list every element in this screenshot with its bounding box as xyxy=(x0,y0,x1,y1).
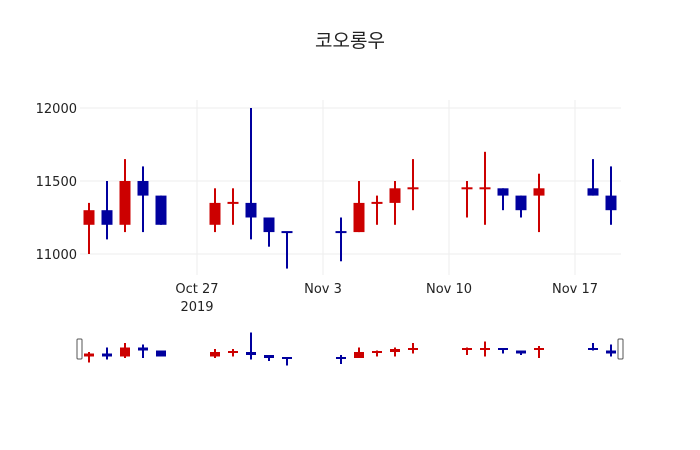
y-tick-label: 11000 xyxy=(36,248,77,263)
candle[interactable] xyxy=(533,173,545,233)
candle[interactable] xyxy=(587,159,599,196)
candle[interactable] xyxy=(389,181,401,225)
candle[interactable] xyxy=(390,347,400,357)
candle[interactable] xyxy=(155,195,167,225)
candle[interactable] xyxy=(462,347,472,356)
x-tick-label: Nov 10 xyxy=(426,282,472,297)
candle[interactable] xyxy=(516,350,526,356)
candle[interactable] xyxy=(515,195,527,218)
y-tick-label: 11500 xyxy=(36,175,77,190)
candle[interactable] xyxy=(137,166,149,233)
candle[interactable] xyxy=(480,341,490,357)
candle[interactable] xyxy=(354,347,364,359)
x-tick-label: Nov 17 xyxy=(552,282,598,297)
candle[interactable] xyxy=(408,343,418,354)
candle[interactable] xyxy=(605,166,617,225)
x-tick-label: Nov 3 xyxy=(304,282,342,297)
candle[interactable] xyxy=(138,344,148,359)
y-tick-label: 12000 xyxy=(36,102,77,117)
candle[interactable] xyxy=(156,350,166,357)
y-axis: 11000 11500 12000 xyxy=(36,102,77,263)
range-slider-left-handle[interactable] xyxy=(76,338,83,360)
candle[interactable] xyxy=(281,231,293,269)
candle[interactable] xyxy=(371,195,383,225)
candle[interactable] xyxy=(264,355,274,361)
range-slider[interactable] xyxy=(76,332,624,366)
chart-title: 코오롱우 xyxy=(315,30,385,52)
candle[interactable] xyxy=(479,151,491,225)
range-slider-right-handle[interactable] xyxy=(617,338,624,360)
x-tick-label: Oct 27 xyxy=(175,282,218,297)
x-axis: Oct 27 2019 Nov 3 Nov 10 Nov 17 xyxy=(175,282,598,315)
candle[interactable] xyxy=(246,332,256,360)
gridlines xyxy=(80,100,621,275)
candle[interactable] xyxy=(372,350,382,357)
candle[interactable] xyxy=(353,181,365,233)
candle[interactable] xyxy=(497,188,509,211)
candle[interactable] xyxy=(120,343,130,358)
candle[interactable] xyxy=(282,357,292,366)
candle[interactable] xyxy=(407,159,419,211)
candle[interactable] xyxy=(102,347,112,360)
candle[interactable] xyxy=(335,217,347,262)
candle[interactable] xyxy=(606,344,616,357)
candle[interactable] xyxy=(336,355,346,364)
candle[interactable] xyxy=(83,202,95,254)
candle[interactable] xyxy=(461,181,473,218)
candle[interactable] xyxy=(227,188,239,225)
candle[interactable] xyxy=(210,349,220,358)
candle[interactable] xyxy=(101,181,113,240)
candle[interactable] xyxy=(245,108,257,240)
candle[interactable] xyxy=(119,159,131,233)
candle[interactable] xyxy=(228,349,238,357)
candle[interactable] xyxy=(534,346,544,358)
candle[interactable] xyxy=(209,188,221,233)
candle[interactable] xyxy=(588,343,598,351)
candle[interactable] xyxy=(263,217,275,247)
candles-main[interactable] xyxy=(83,108,617,269)
candle[interactable] xyxy=(498,348,508,354)
x-tick-year: 2019 xyxy=(180,300,213,315)
candle[interactable] xyxy=(84,352,94,363)
